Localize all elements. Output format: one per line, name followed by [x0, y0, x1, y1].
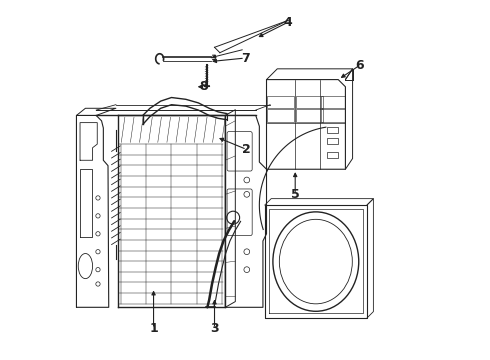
Text: 6: 6 — [355, 59, 364, 72]
Bar — [267, 109, 294, 122]
Bar — [321, 109, 344, 122]
Bar — [327, 127, 338, 134]
Text: 1: 1 — [149, 322, 158, 335]
Text: 7: 7 — [241, 51, 249, 64]
Bar — [327, 138, 338, 144]
Text: 4: 4 — [284, 16, 293, 29]
Text: 5: 5 — [291, 188, 299, 201]
Text: 8: 8 — [199, 80, 208, 93]
Bar — [321, 96, 344, 108]
Bar — [296, 96, 323, 108]
Bar — [267, 96, 294, 108]
Text: 3: 3 — [210, 322, 219, 335]
Bar — [327, 152, 338, 158]
Bar — [296, 109, 323, 122]
Text: 2: 2 — [243, 143, 251, 156]
